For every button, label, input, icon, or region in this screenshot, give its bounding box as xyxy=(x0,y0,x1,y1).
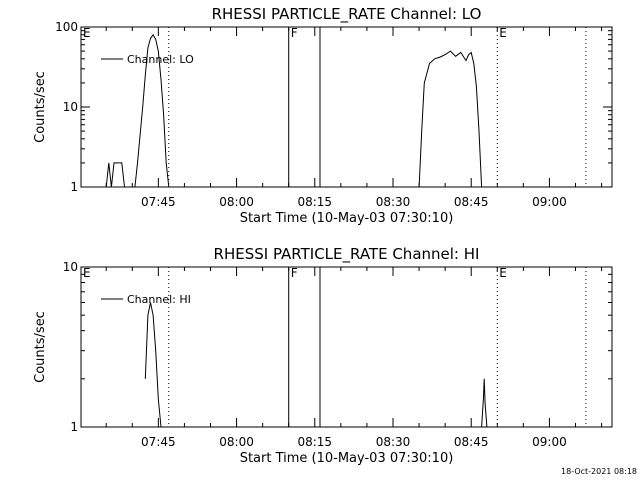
x-tick-label: 07:45 xyxy=(141,195,176,209)
x-tick-label: 08:30 xyxy=(376,195,411,209)
y-tick-label: 10 xyxy=(63,100,78,114)
chart-panel-hi: RHESSI PARTICLE_RATE Channel: HI 1 10 07:45… xyxy=(33,245,613,466)
footer-timestamp: 18-Oct-2021 08:18 xyxy=(561,467,637,476)
event-marker-label: F xyxy=(291,26,298,40)
event-marker-label: E xyxy=(499,266,507,280)
y-tick-label: 1 xyxy=(70,420,78,434)
x-tick-label: 07:45 xyxy=(141,435,176,449)
event-marker-label: E xyxy=(83,266,91,280)
series-line xyxy=(105,33,170,187)
x-tick-label: 08:30 xyxy=(376,435,411,449)
x-axis-label: Start Time (10-May-03 07:30:10) xyxy=(240,211,454,226)
x-tick-label: 08:00 xyxy=(219,435,254,449)
event-marker-label: E xyxy=(499,26,507,40)
y-tick-label: 100 xyxy=(55,20,78,34)
x-tick-label: 08:00 xyxy=(219,195,254,209)
x-tick-label: 09:00 xyxy=(532,435,567,449)
x-axis-label: Start Time (10-May-03 07:30:10) xyxy=(240,451,454,466)
chart-title: RHESSI PARTICLE_RATE Channel: HI xyxy=(214,245,480,264)
x-tick-label: 08:15 xyxy=(297,435,332,449)
x-tick-label: 08:45 xyxy=(454,435,489,449)
plot-frame xyxy=(80,266,613,428)
series-line xyxy=(481,378,488,427)
plot-frame xyxy=(80,26,613,188)
y-tick-label: 10 xyxy=(63,260,78,274)
chart-title: RHESSI PARTICLE_RATE Channel: LO xyxy=(212,5,482,24)
x-tick-label: 08:45 xyxy=(454,195,489,209)
series-line xyxy=(144,302,162,427)
legend-label: Channel: LO xyxy=(127,53,194,66)
event-marker-label: E xyxy=(83,26,91,40)
y-axis-label: Counts/sec xyxy=(33,311,48,383)
event-marker-label: F xyxy=(291,266,298,280)
legend-label: Channel: HI xyxy=(127,293,191,306)
series-line xyxy=(418,50,483,187)
chart-panel-lo: RHESSI PARTICLE_RATE Channel: LO 1 10 100 07… xyxy=(33,5,613,226)
y-tick-label: 1 xyxy=(70,180,78,194)
x-tick-label: 08:15 xyxy=(297,195,332,209)
y-axis-label: Counts/sec xyxy=(33,71,48,143)
x-tick-label: 09:00 xyxy=(532,195,567,209)
